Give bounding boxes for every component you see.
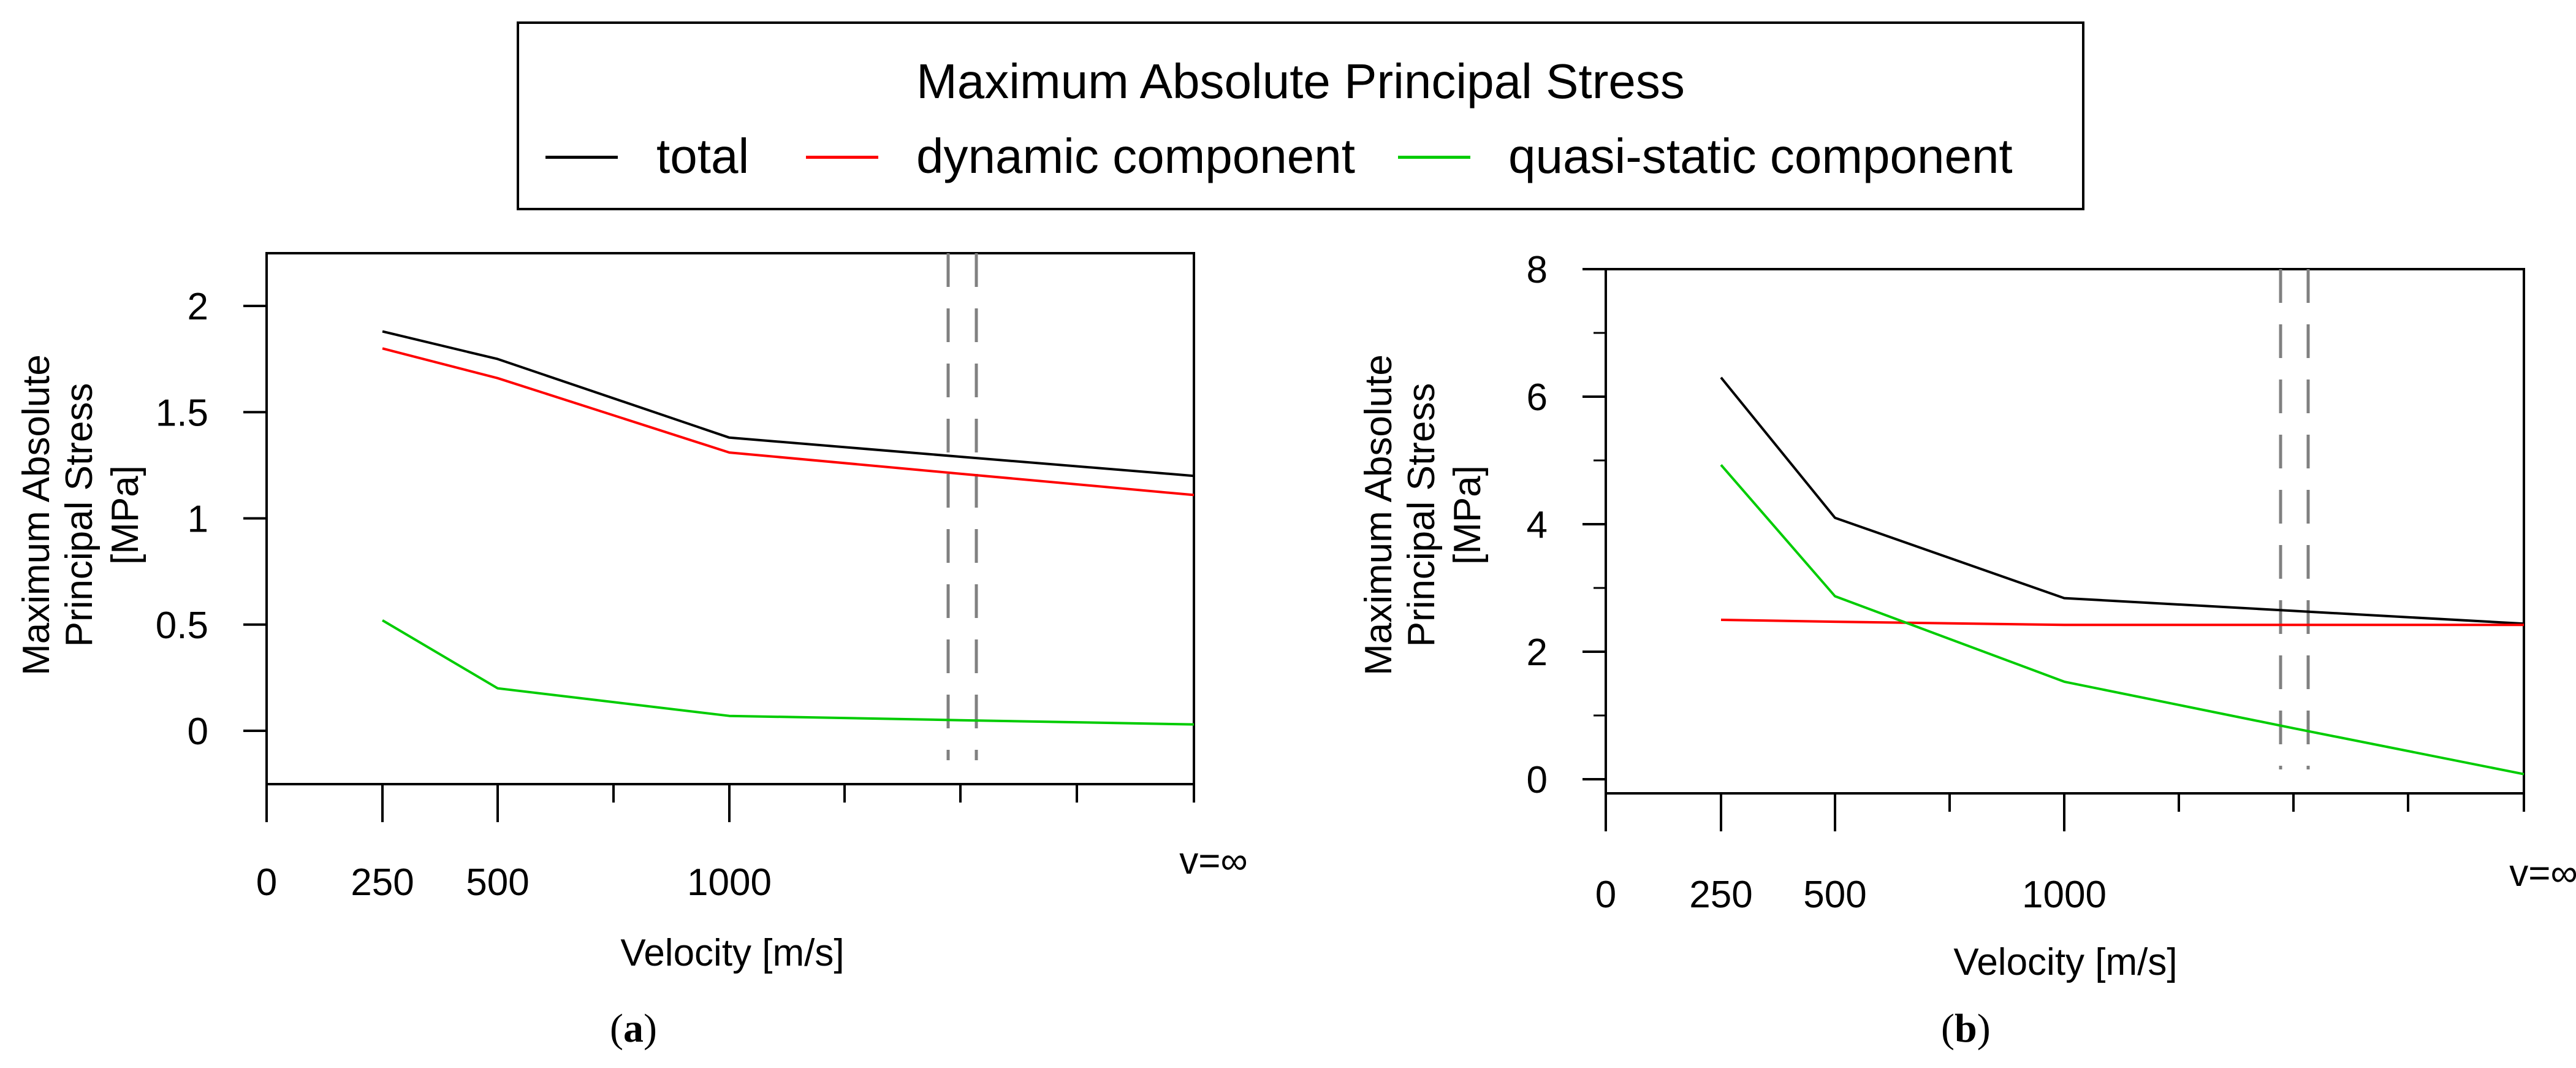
- chart-a: 0 0.5 1 1.5 2 0 250 500 1000 v=∞ Velocity [m/s] Max…: [15, 252, 1248, 974]
- plot-frame: [1605, 268, 2525, 795]
- y-axis-label-line: Maximum Absolute: [15, 354, 58, 676]
- y-axis-label-line: [MPa]: [104, 465, 146, 565]
- x-tick-label: 0: [1595, 874, 1616, 916]
- legend-label-quasi-static: quasi-static component: [1508, 129, 2013, 183]
- x-tick-label: 1000: [2022, 874, 2107, 916]
- x-tick-label: 1000: [687, 861, 772, 904]
- y-tick-label: 6: [1527, 376, 1548, 419]
- x-axis-label: Velocity [m/s]: [620, 932, 844, 974]
- y-tick-label: 8: [1527, 249, 1548, 291]
- y-tick-label: 0.5: [156, 605, 208, 647]
- legend-label-dynamic: dynamic component: [916, 129, 1355, 183]
- legend-swatch-total: [545, 156, 618, 159]
- series-line-total: [1720, 376, 2525, 625]
- y-tick-label: 1.5: [156, 392, 208, 434]
- plot-frame: [265, 252, 1195, 785]
- series-line-quasi-static-component: [1720, 463, 2525, 776]
- legend-swatch-quasi-static: [1398, 156, 1470, 159]
- x-tick-label: 500: [466, 861, 529, 904]
- y-axis-label-line: [MPa]: [1446, 465, 1489, 565]
- caption-b: (b): [1941, 1006, 1991, 1051]
- legend-title: Maximum Absolute Principal Stress: [916, 54, 1685, 109]
- x-tick-label: 250: [351, 861, 414, 904]
- y-axis-label-line: Principal Stress: [1400, 383, 1443, 647]
- y-tick-label: 2: [1527, 631, 1548, 674]
- x-infinity-label: v=∞: [1179, 840, 1247, 882]
- y-axis-label-line: Principal Stress: [58, 383, 101, 647]
- series-line-quasi-static-component: [381, 619, 1195, 726]
- legend-swatch-dynamic: [806, 156, 878, 159]
- legend: Maximum Absolute Principal Stress total …: [517, 21, 2084, 210]
- y-tick-label: 0: [188, 711, 208, 753]
- x-tick-label: 500: [1803, 874, 1866, 916]
- x-axis-label: Velocity [m/s]: [1953, 941, 2177, 983]
- y-axis-label-line: Maximum Absolute: [1358, 354, 1400, 676]
- caption-a: (a): [610, 1006, 657, 1051]
- y-tick-label: 0: [1527, 759, 1548, 801]
- y-tick-label: 4: [1527, 504, 1548, 546]
- series-line-dynamic-component: [1720, 619, 2524, 627]
- legend-label-total: total: [656, 129, 750, 183]
- series-line-dynamic-component: [382, 347, 1195, 497]
- x-infinity-label: v=∞: [2509, 852, 2576, 894]
- x-tick-label: 250: [1689, 874, 1752, 916]
- chart-b: 0 2 4 6 8 0 250 500 1000 v=∞ Velocity [m/s] Maximum…: [1358, 249, 2576, 983]
- x-tick-label: 0: [256, 861, 277, 904]
- series-line-total: [382, 330, 1195, 478]
- y-tick-label: 1: [188, 498, 208, 541]
- y-tick-label: 2: [188, 286, 208, 328]
